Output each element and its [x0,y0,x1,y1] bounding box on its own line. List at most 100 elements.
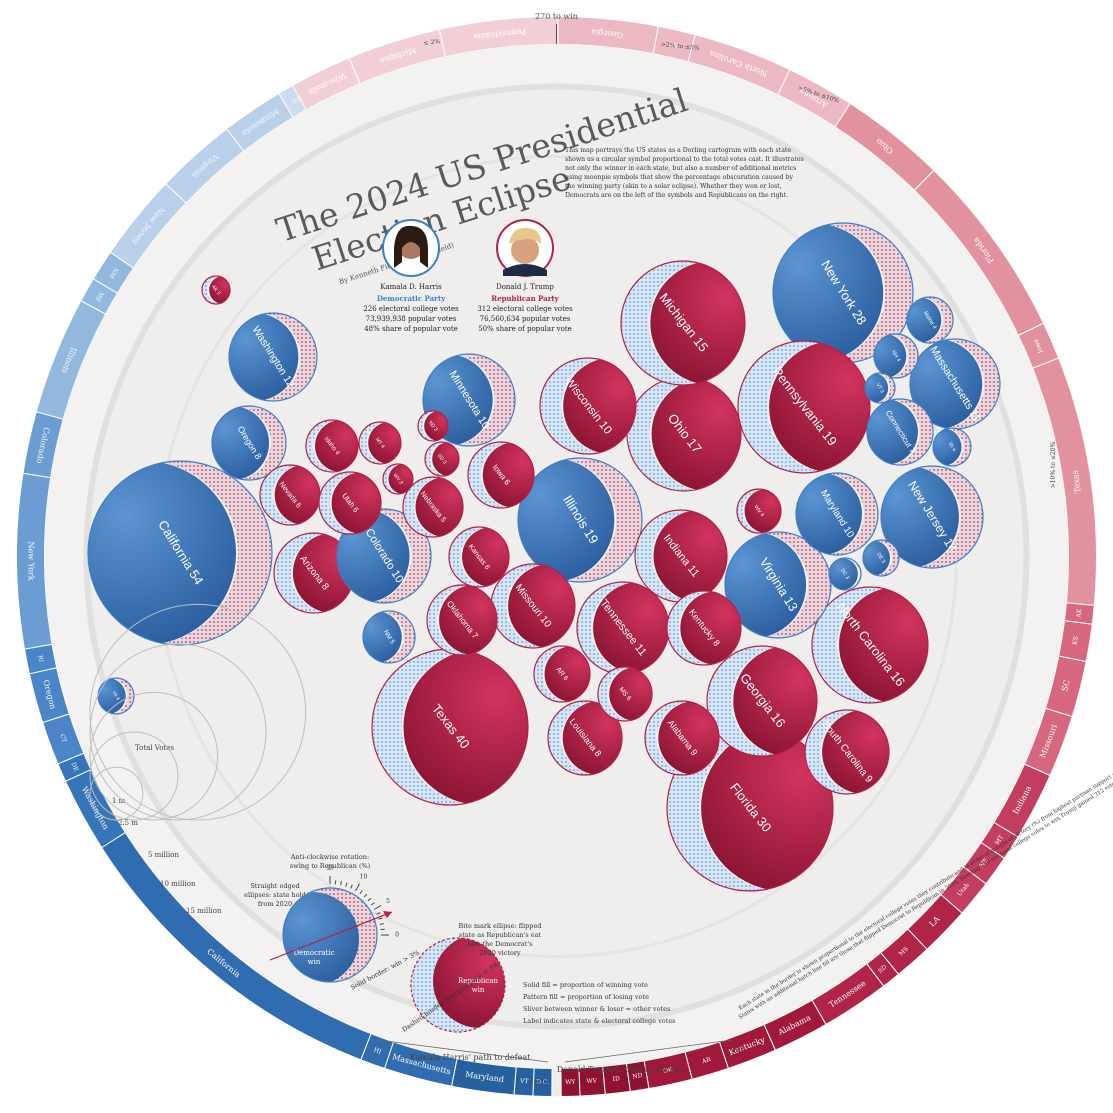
description-line-0: This map portrays the US states as a Dor… [565,147,791,154]
total-votes-title: Total Votes [135,744,174,752]
state-border [906,296,954,344]
ring-label-ri: RI [36,655,44,664]
legend-rep-border [410,937,506,1033]
ring-label-id: ID [612,1075,620,1083]
state-label: ND 3 [427,420,439,433]
ring-label-ak: AK [1075,608,1083,619]
trump-card: Donald J. Trump Republican Party 312 ele… [477,219,573,333]
trump-pv: 76,560,634 popular votes [480,315,571,323]
size-circle-0 [89,766,144,821]
state-label: HI 4 [111,691,121,702]
state-border [644,700,720,776]
ring-label-nd: ND [632,1072,643,1080]
straight-note-2: from 2020 [258,900,292,908]
state-tennessee-11: Tennessee 11 [576,581,670,675]
state-wy-3: WY 3 [382,463,414,495]
ring-label-texas: Texas [1071,470,1083,494]
description-line-4: the winning party (akin to a solar eclip… [565,183,782,190]
ring-label-georgia: Georgia [590,27,623,39]
winning-vote-fill [874,334,907,378]
state-label: RI 4 [947,442,957,453]
ring-label-ok: OK [662,1066,673,1075]
harris-pv: 73,939,938 popular votes [366,315,457,323]
key-note-0: Solid fill = proportion of winning vote [523,981,648,989]
state-border [426,584,498,656]
win-threshold-label: 270 to win [535,12,578,21]
rotation-tick-label-0: 15 [326,865,334,872]
ring-label-sc: SC [1060,679,1072,692]
rotation-tick [370,902,375,906]
rotation-note-0: Anti-clockwise rotation: [290,853,369,861]
trump-name: Donald J. Trump [496,283,554,291]
margin-label-1: >2% to ≤5% [660,41,700,52]
state-border [828,557,862,591]
state-border [201,275,231,305]
state-border [862,539,900,577]
ring-label-hi: HI [373,1046,383,1055]
rotation-tick [340,881,342,886]
size-label-3: 10 million [160,880,196,888]
winning-vote-fill [439,585,497,655]
bite-note-1: state as Republican's eat [459,931,542,939]
ring-label-nv: NV [668,39,680,48]
legend-dem-label-1: win [308,958,321,966]
state-label: DE 3 [875,552,886,565]
size-circle-3 [89,643,267,821]
winning-vote-fill [363,611,402,663]
state-border [362,610,416,664]
ring-label-me: ME [94,290,105,303]
size-circle-4 [89,603,307,821]
ring-label-ct: CT [58,733,68,743]
electoral-ring [16,16,1097,1097]
state-ri-4: RI 4 [932,427,972,467]
legend-dem-border [282,887,378,983]
state-border [666,590,742,666]
rotation-tick [345,882,348,887]
state-border [736,488,782,534]
state-border [724,531,832,639]
description-line-2: not only the winner in each state, but a… [565,165,796,172]
total-votes-legend: Total Votes 1 m 2.5 m 5 million 10 million 1… [89,603,307,915]
harris-path-label: Kamala Harris' path to defeat [410,1053,531,1062]
state-oklahoma-7: Oklahoma 7 [426,584,498,656]
size-label-1: 2.5 m [118,819,138,827]
state-border [424,441,460,477]
state-ms-6: MS 6 [597,666,653,722]
size-circle-1 [89,731,179,821]
state-dc-3: DC 3 [828,557,862,591]
size-label-0: 1 m [112,797,126,805]
state-label: DC 3 [839,568,850,581]
margin-label-0: ≤ 2% [423,38,440,47]
rotation-arrow [269,911,393,961]
harris-ec: 226 electoral college votes [363,305,459,313]
description-line-3: using moonpie symbols that show the perc… [565,174,794,181]
rotation-tick [350,884,353,889]
trump-hair [509,227,542,244]
ring-label-ne: NE [978,857,989,869]
rotation-tick [363,893,368,898]
trump-ec: 312 electoral college votes [477,305,573,313]
rotation-tick-label-2: 5 [386,898,390,905]
bite-note-3: 2020 victory [479,949,521,957]
legend-rep-label-1: win [472,986,485,994]
rotation-tick-label-3: 0 [395,932,399,939]
harris-name: Kamala D. Harris [380,283,442,291]
state-border [811,586,929,704]
state-border [517,457,643,583]
margin-label-4: > 20% [724,1045,746,1056]
rotation-tick-label-1: 10 [360,873,368,880]
state-label: MT 4 [374,437,386,450]
state-nebraska-5: Nebraska 5 [402,476,464,538]
state-border [866,398,934,466]
state-border [547,700,623,776]
straight-note-0: Straight edged [250,882,299,890]
ring-label-vt: VT [519,1078,529,1086]
harris-share: 48% share of popular vote [364,325,458,333]
state-border [864,372,896,404]
bite-note-0: Bite mark ellipse: flipped [459,922,542,930]
winning-vote-fill [209,276,230,304]
state-border [873,333,919,379]
ring-label-sd: SD [877,964,888,975]
